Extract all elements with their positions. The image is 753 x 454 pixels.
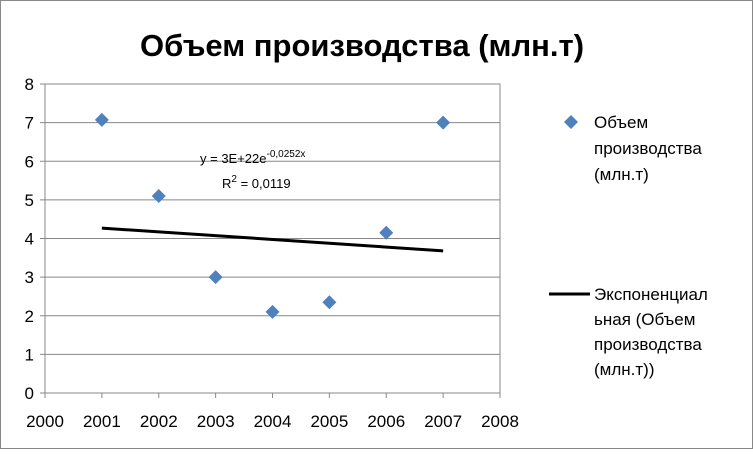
x-tick-label: 2006 [367,412,405,431]
x-tick-label: 2005 [310,412,348,431]
y-tick-label: 8 [25,75,34,94]
y-tick-label: 3 [25,268,34,287]
trend-r2: R2 = 0,0119 [222,174,291,191]
data-point [208,270,223,285]
x-tick-label: 2003 [197,412,235,431]
trend-equation: y = 3E+22e-0,0252x [200,149,305,166]
x-tick-label: 2000 [26,412,64,431]
chart-title: Объем производства (млн.т) [140,28,584,63]
y-tick-label: 0 [25,384,34,403]
legend-label-trendline: (млн.т)) [594,360,655,379]
data-point [94,112,109,127]
y-tick-label: 5 [25,191,34,210]
legend-label-series: производства [594,139,702,158]
data-point [151,189,166,204]
trendline [101,226,444,253]
data-point [379,225,394,240]
y-tick-label: 2 [25,307,34,326]
y-tick-label: 1 [25,345,34,364]
legend-label-trendline: ьная (Объем [594,310,695,329]
x-tick-label: 2001 [83,412,121,431]
legend-label-series: (млн.т) [594,165,649,184]
legend-marker [564,115,578,129]
legend-label-series: Объем [594,113,648,132]
legend-label-trendline: производства [594,335,702,354]
data-point [436,115,451,130]
data-point [322,295,337,310]
x-tick-label: 2007 [424,412,462,431]
y-tick-label: 7 [25,114,34,133]
x-tick-label: 2002 [140,412,178,431]
legend-label-trendline: Экспоненциал [594,285,708,304]
x-tick-label: 2004 [254,412,292,431]
y-tick-label: 6 [25,152,34,171]
y-tick-label: 4 [25,230,34,249]
x-tick-label: 2008 [481,412,519,431]
data-point [265,304,280,319]
